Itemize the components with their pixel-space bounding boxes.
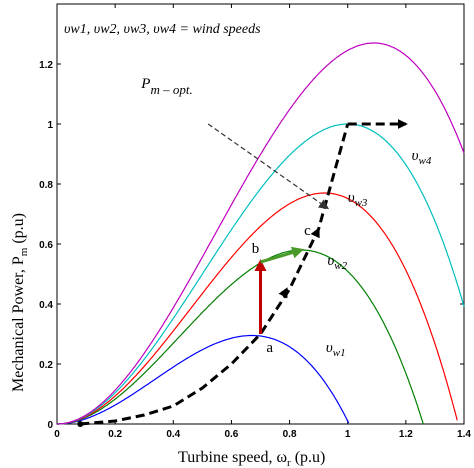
series-curves: [57, 42, 465, 425]
series-line-4: [57, 123, 465, 425]
curve-label-w4: υw4: [412, 148, 432, 167]
y-tick-label: 1.2: [39, 60, 53, 71]
pointer-arrow: [207, 123, 329, 210]
point-b-label: b: [252, 241, 260, 257]
optimal-power-curve: [80, 123, 350, 426]
optimal-curve-label: Pm – opt.: [140, 76, 192, 97]
start-dot: [77, 421, 84, 427]
x-tick-label: 0.8: [283, 429, 297, 440]
x-tick-label: 0: [54, 429, 60, 440]
series-line-2: [57, 249, 424, 425]
series-line-1: [57, 334, 350, 425]
x-tick-label: 0.2: [108, 429, 122, 440]
legend-text: υw1, υw2, υw3, υw4 = wind speeds: [64, 22, 261, 37]
x-tick-label: 1.2: [399, 429, 413, 440]
y-tick-label: 0: [47, 420, 53, 431]
x-tick-label: 1.4: [457, 429, 471, 440]
series-line-5: [57, 42, 465, 425]
series-line-3: [57, 192, 458, 425]
y-tick-label: 0.8: [39, 180, 53, 191]
x-tick-label: 1: [345, 429, 351, 440]
point-c-label: c: [304, 223, 311, 239]
y-axis-label: Mechanical Power, Pm (p.u): [10, 213, 30, 392]
curve-label-w3: υw3: [348, 190, 368, 209]
green-arrow: [260, 246, 305, 264]
y-tick-label: 0.4: [39, 300, 53, 311]
y-tick-label: 0.2: [39, 360, 53, 371]
x-axis-label: Turbine speed, ωr (p.u): [178, 449, 325, 468]
curve-label-w1: υw1: [326, 340, 346, 359]
y-tick-label: 1: [47, 120, 53, 131]
y-tick-label: 0.6: [39, 240, 53, 251]
x-tick-label: 0.6: [224, 429, 238, 440]
plot-frame: [56, 3, 465, 425]
x-tick-label: 0.4: [166, 429, 180, 440]
curve-label-w2: υw2: [327, 253, 347, 272]
annotations: a b c Pm – opt. υw1 υw2 υw3 υw4: [77, 76, 432, 427]
point-a-label: a: [266, 340, 273, 356]
